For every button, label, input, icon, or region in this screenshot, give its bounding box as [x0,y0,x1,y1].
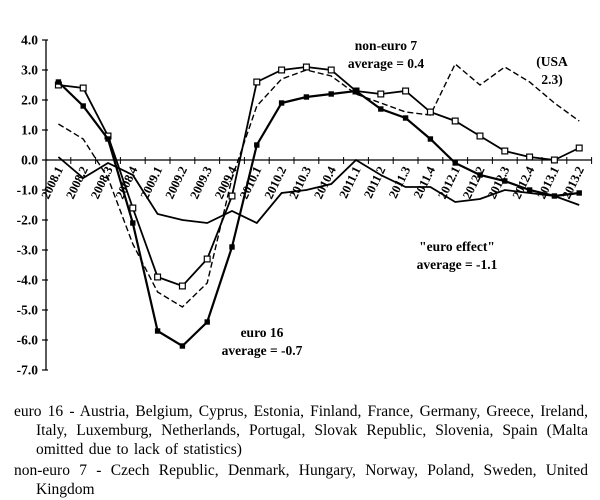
figure-caption: euro 16 - Austria, Belgium, Cyprus, Esto… [0,399,600,500]
series-marker-non-euro-7 [302,63,310,71]
x-axis-tick-label: 2009.2 [162,164,190,201]
series-marker-non-euro-7 [426,108,434,116]
chart-annotation: average = 0.4 [348,56,425,71]
series-line-euro-16 [57,81,580,348]
series-marker-non-euro-7 [203,255,211,263]
x-axis-tick-label: 2008.1 [38,164,66,201]
x-axis-tick-label: 2012.2 [460,164,488,201]
x-axis-tick-label: 2011.2 [361,164,388,200]
series-marker-non-euro-7 [327,66,335,74]
chart-annotation: average = -0.7 [222,343,303,358]
x-axis-tick-label: 2009.3 [187,164,215,201]
series-marker-euro-16 [303,94,310,100]
y-axis-tick-label: -1.0 [17,183,39,198]
series-marker-euro-16 [80,103,86,109]
y-axis-tick-label: -7.0 [17,363,39,378]
series-line-non-euro-7 [58,66,580,288]
series-marker-euro-16 [179,343,186,349]
series-marker-euro-16 [576,190,582,196]
series-marker-euro-16 [105,136,111,142]
y-axis-tick-label: 4.0 [21,33,38,48]
series-marker-euro-16 [452,160,458,166]
y-axis-tick-label: 3.0 [21,63,38,78]
series-marker-non-euro-7 [129,204,137,212]
chart-annotation: euro 16 [241,325,284,340]
series-marker-euro-16 [402,115,409,121]
x-axis-tick-label: 2010.3 [286,164,314,201]
series-marker-non-euro-7 [253,78,261,86]
x-axis-tick-label: 2010.2 [262,164,290,201]
series-marker-euro-16 [427,136,434,142]
series-marker-non-euro-7 [154,273,162,281]
x-axis-tick-label: 2010.4 [311,164,339,202]
y-axis-tick-label: -4.0 [17,273,39,288]
series-line-euro-effect [57,156,580,225]
series-marker-non-euro-7 [476,132,484,140]
series-marker-euro-16 [353,88,359,94]
caption-euro16-definition: euro 16 - Austria, Belgium, Cyprus, Esto… [14,403,588,458]
series-marker-non-euro-7 [178,282,186,290]
y-axis-tick-label: 0.0 [21,153,38,168]
series-marker-non-euro-7 [402,87,410,95]
series-marker-euro-16 [502,178,508,184]
series-marker-euro-16 [55,79,62,85]
series-marker-euro-16 [526,187,533,193]
series-marker-non-euro-7 [451,117,459,125]
series-marker-euro-16 [130,220,136,226]
gdp-growth-line-chart: 4.0 3.0 2.0 1.0 0.0 -1.0 -2.0 -3.0 -4.0 -5.0 -6.0 -… [17,33,593,378]
series-marker-non-euro-7 [79,84,87,92]
series-marker-non-euro-7 [526,153,534,161]
chart-annotation: average = -1.1 [417,257,498,272]
y-axis-tick-label: -3.0 [17,243,39,258]
chart-annotation: (USA [536,54,568,69]
x-axis-tick-label: 2008.2 [63,164,91,201]
series-marker-euro-16 [154,328,161,334]
x-axis-tick-label: 2008.3 [88,164,116,201]
y-axis-tick-label: -6.0 [17,333,39,348]
series-marker-euro-16 [477,172,483,178]
chart-annotation: 2.3) [541,72,562,87]
y-axis-tick-label: 2.0 [21,93,38,108]
series-marker-non-euro-7 [575,144,583,152]
y-axis-tick-label: 1.0 [21,123,38,138]
caption-noneuro7-definition: non-euro 7 - Czech Republic, Denmark, Hu… [14,461,588,498]
y-axis-tick-label: -2.0 [17,213,39,228]
series-marker-euro-16 [254,142,260,148]
series-marker-non-euro-7 [228,192,236,200]
series-marker-euro-16 [551,193,558,199]
series-marker-non-euro-7 [501,147,509,155]
series-marker-euro-16 [229,244,235,250]
chart-annotation: "euro effect" [419,239,495,254]
x-axis-tick-label: 2011.1 [336,164,363,200]
chart-annotation: non-euro 7 [355,38,418,53]
x-axis-tick-label: 2009.1 [138,164,166,201]
series-marker-euro-16 [328,91,334,97]
series-marker-non-euro-7 [550,156,558,164]
series-marker-non-euro-7 [278,66,286,74]
x-axis-tick-label: 2012.1 [435,164,463,201]
series-marker-non-euro-7 [377,90,385,98]
series-marker-euro-16 [378,106,384,112]
series-marker-euro-16 [204,319,210,325]
series-line-usa [58,62,580,308]
y-axis-tick-label: -5.0 [17,303,39,318]
x-axis-tick-label: 2011.3 [386,164,413,200]
series-marker-euro-16 [278,100,285,106]
